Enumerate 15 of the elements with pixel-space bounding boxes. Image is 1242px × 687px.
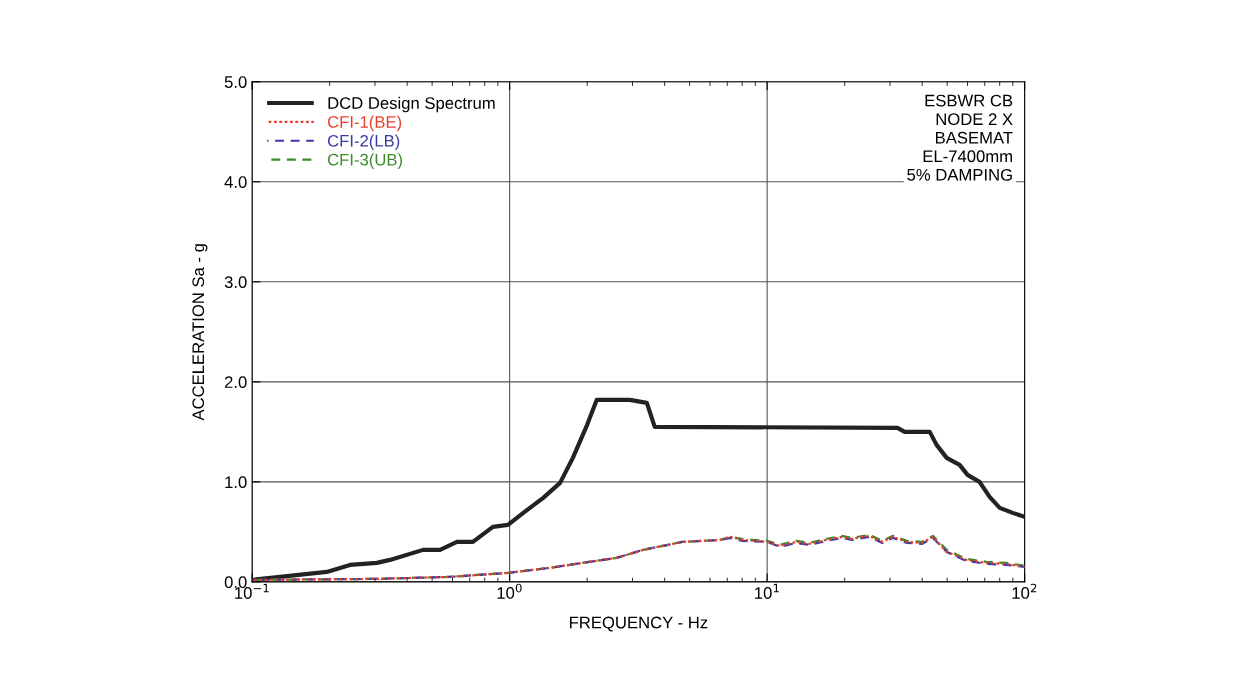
legend-label: CFI-1(BE) (327, 115, 402, 132)
x-axis-title: FREQUENCY - Hz (569, 616, 708, 632)
legend-label: CFI-2(LB) (327, 134, 400, 151)
legend-label: CFI-3(UB) (327, 153, 403, 169)
x-tick-label: 10$^{0}$ (497, 583, 522, 599)
legend-label: DCD Design Spectrum (328, 96, 495, 113)
y-tick-label: 4.0 (224, 176, 247, 188)
y-tick-label: 2.0 (224, 376, 247, 389)
x-tick-label: 10$^{1}$ (755, 583, 779, 599)
y-tick-label: 1.0 (225, 476, 247, 489)
y-axis-title: ACCELERATION Sa - g (192, 244, 208, 421)
annotation: ESBWR CB NODE 2 X BASEMAT EL-7400mm 5% DAMPING (907, 94, 1013, 181)
x-tick-label: 10$^{2}$ (1012, 583, 1037, 599)
y-tick-label: 5.0 (224, 76, 247, 88)
y-tick-label: 3.0 (224, 276, 247, 289)
